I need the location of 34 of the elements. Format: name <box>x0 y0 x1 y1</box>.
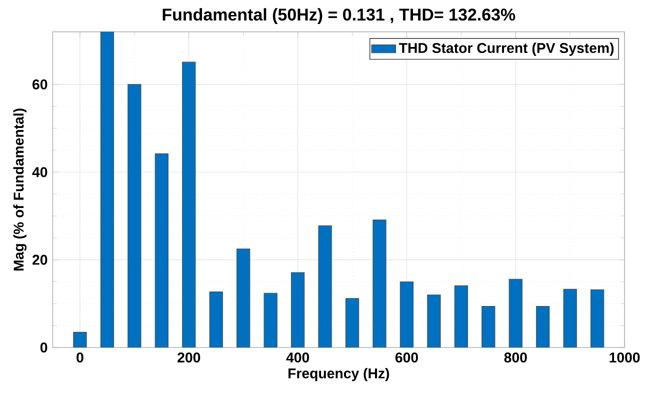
bar <box>590 289 604 348</box>
bar <box>290 272 305 348</box>
bar <box>182 62 196 348</box>
bar <box>100 32 114 348</box>
x-tick-label: 600 <box>395 352 418 362</box>
bar <box>236 248 250 348</box>
bar <box>345 298 360 348</box>
bar <box>128 84 142 348</box>
x-tick-label: 800 <box>504 352 527 362</box>
bar <box>264 292 278 348</box>
bar <box>400 281 414 348</box>
bar <box>454 285 468 348</box>
bar <box>508 278 522 348</box>
bar <box>536 306 550 348</box>
bar <box>318 225 332 348</box>
bar <box>154 153 168 348</box>
bar <box>209 291 223 348</box>
x-tick-label: 200 <box>178 352 200 362</box>
x-tick-label: 400 <box>286 352 310 362</box>
legend-label: THD Stator Current (PV System) <box>398 42 614 56</box>
x-axis-title: Frequency (Hz) <box>288 368 390 382</box>
y-tick-label: 0 <box>40 342 48 352</box>
bar <box>73 332 87 348</box>
bar <box>372 219 386 348</box>
bar <box>427 294 441 348</box>
y-axis-title: Mag (% of Fundamental) <box>13 108 27 270</box>
chart-title: Fundamental (50Hz) = 0.131 , THD= 132.63% <box>162 8 516 24</box>
y-tick-label: 40 <box>32 166 48 177</box>
bar <box>563 288 577 348</box>
x-tick-label: 0 <box>76 352 84 362</box>
x-tick-label: 1000 <box>610 352 640 362</box>
bar <box>482 306 496 348</box>
y-tick-label: 20 <box>32 254 48 265</box>
y-tick-label: 60 <box>32 79 48 90</box>
